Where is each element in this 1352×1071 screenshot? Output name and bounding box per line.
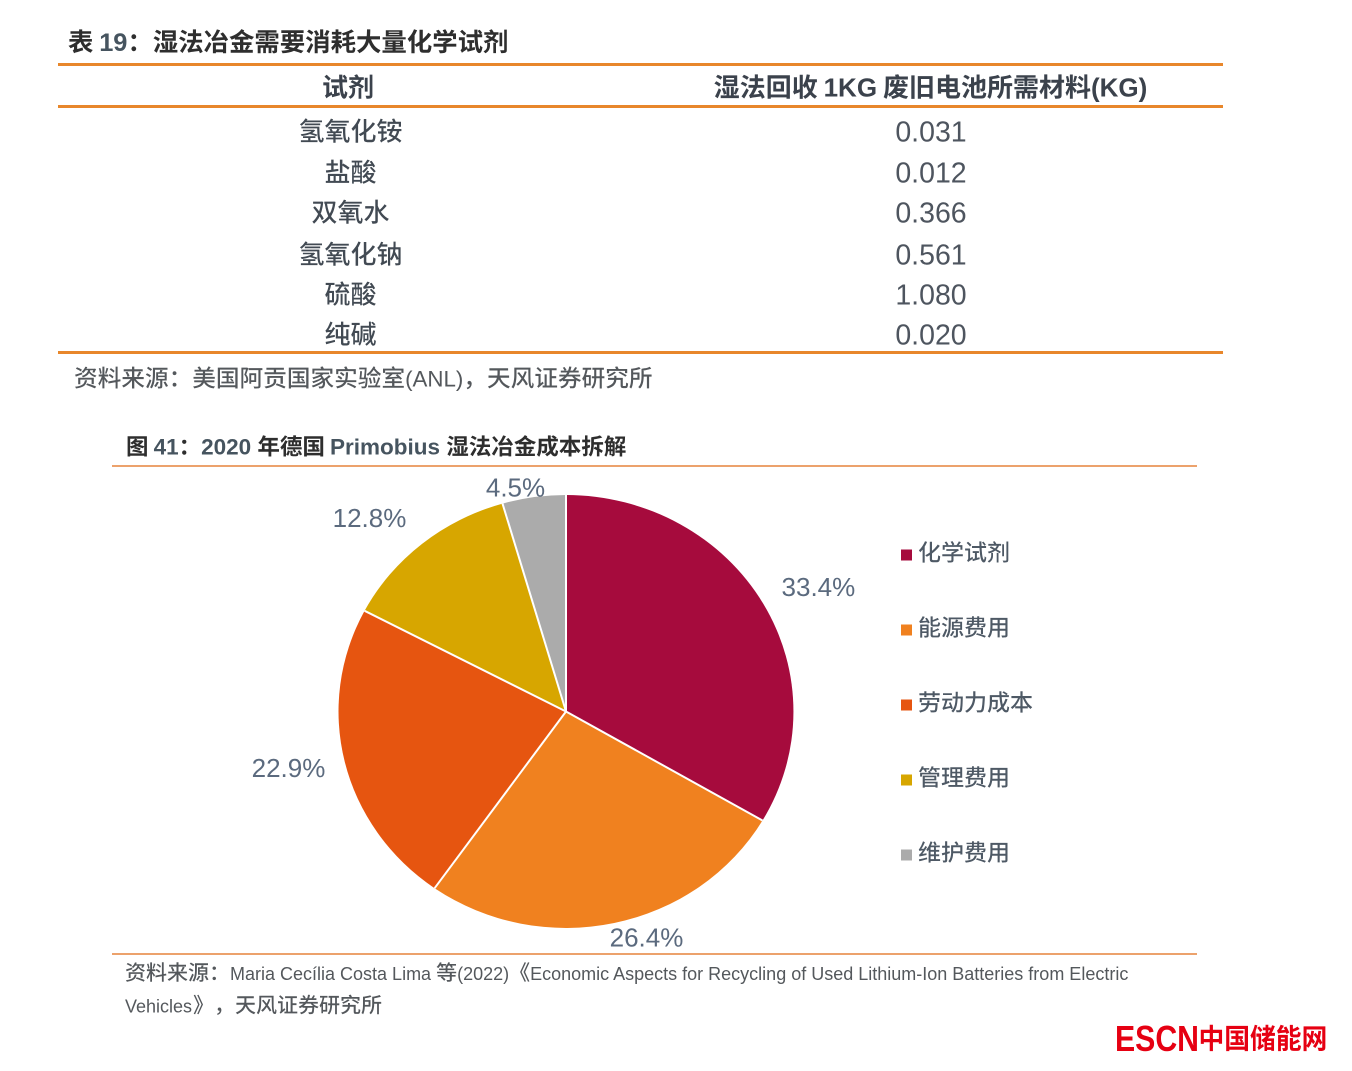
svg-text:0.031: 0.031 — [895, 116, 966, 148]
svg-text:2020: 2020 — [201, 435, 251, 460]
svg-text:Vehicles: Vehicles — [125, 997, 192, 1017]
svg-text:(2022): (2022) — [457, 964, 509, 984]
svg-text:0.020: 0.020 — [895, 319, 966, 351]
svg-text:Economic Aspects for Recycling: Economic Aspects for Recycling of Used L… — [530, 964, 1128, 984]
svg-text:Primobius: Primobius — [330, 435, 440, 460]
svg-text:1KG: 1KG — [824, 73, 877, 103]
svg-text:0.366: 0.366 — [895, 197, 966, 229]
svg-text:19: 19 — [99, 29, 127, 57]
svg-text:ESCN: ESCN — [1115, 1018, 1199, 1059]
svg-text:26.4%: 26.4% — [610, 922, 684, 952]
svg-text:33.4%: 33.4% — [782, 572, 856, 602]
svg-text:4.5%: 4.5% — [486, 473, 545, 503]
svg-text:(ANL): (ANL) — [405, 367, 463, 392]
svg-text:0.012: 0.012 — [895, 157, 966, 189]
svg-text:12.8%: 12.8% — [333, 503, 407, 533]
svg-text:Maria Cecília Costa Lima: Maria Cecília Costa Lima — [230, 964, 432, 984]
svg-text:41: 41 — [154, 435, 179, 460]
svg-text:(KG): (KG) — [1091, 73, 1147, 103]
svg-text:0.561: 0.561 — [895, 239, 966, 271]
svg-text:22.9%: 22.9% — [252, 753, 326, 783]
svg-text:1.080: 1.080 — [895, 279, 966, 311]
